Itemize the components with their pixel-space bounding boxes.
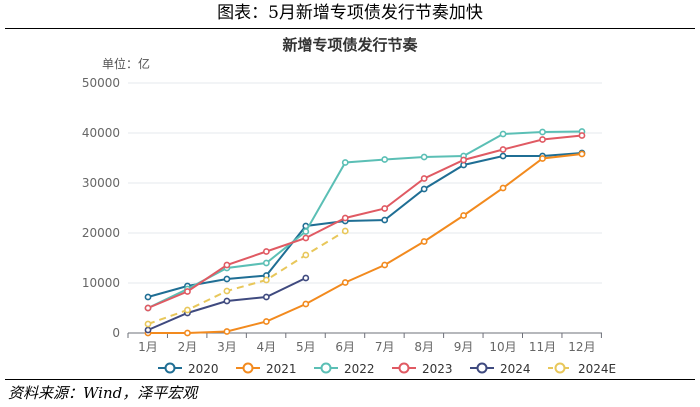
x-tick-label: 12月: [568, 340, 595, 354]
data-point-2021: [578, 150, 586, 158]
data-point-2023: [223, 261, 231, 269]
data-point-2021: [223, 328, 231, 335]
legend-marker-2024: [476, 362, 488, 374]
legend-marker-2021: [242, 362, 254, 374]
x-tick-label: 2月: [178, 340, 198, 354]
line-chart: 新增专项债发行节奏 单位：亿 0 10000 20000 30000 40000 5000…: [82, 36, 616, 376]
divider: [5, 28, 695, 29]
data-point-2020: [381, 216, 389, 224]
data-point-2024E: [262, 276, 270, 284]
legend-label: 2021: [266, 362, 297, 376]
data-point-2023: [381, 205, 389, 212]
legend-label: 2023: [422, 362, 453, 376]
data-point-2021: [262, 318, 270, 325]
data-point-2023: [578, 132, 586, 139]
data-point-2023: [302, 234, 310, 242]
data-point-2021: [499, 184, 507, 192]
x-tick-label: 1月: [138, 340, 158, 354]
data-point-2023: [184, 288, 191, 295]
data-point-2022: [341, 159, 349, 166]
x-tick-label: 9月: [454, 340, 474, 354]
data-point-2024E: [223, 287, 231, 295]
data-point-2021: [341, 279, 349, 286]
x-tick-label: 5月: [296, 340, 316, 354]
data-point-2022: [499, 130, 507, 138]
figure-title: 图表：5月新增专项债发行节奏加快: [217, 3, 483, 23]
data-point-2021: [420, 238, 428, 245]
data-point-2023: [499, 146, 507, 153]
data-point-2024E: [302, 251, 310, 259]
legend-label: 2024E: [578, 362, 616, 376]
data-point-2021: [460, 212, 467, 219]
legend-label: 2022: [344, 362, 375, 376]
legend-label: 2024: [500, 362, 531, 376]
data-point-2023: [262, 248, 270, 255]
data-point-2024E: [341, 227, 349, 235]
data-point-2024: [223, 297, 231, 305]
x-tick-label: 4月: [257, 340, 277, 354]
data-point-2024: [262, 293, 270, 301]
series-line-2023: [147, 134, 583, 309]
legend-marker-2024E: [554, 362, 566, 374]
unit-label: 单位：亿: [102, 56, 150, 71]
data-point-2024E: [144, 320, 152, 328]
data-point-2021: [184, 329, 191, 337]
series-line-2020: [147, 152, 583, 298]
chart-title: 新增专项债发行节奏: [282, 36, 418, 54]
x-tick-label: 7月: [375, 340, 395, 354]
legend-marker-2023: [398, 362, 410, 374]
data-point-2024E: [184, 306, 191, 314]
x-tick-label: 10月: [489, 340, 516, 354]
data-point-2022: [262, 259, 270, 267]
data-point-2023: [460, 156, 467, 164]
data-point-2020: [223, 275, 231, 283]
x-tick-label: 8月: [414, 340, 434, 354]
x-tick-label: 11月: [529, 340, 556, 354]
data-point-2021: [302, 300, 310, 308]
series-line-2022: [147, 130, 582, 309]
data-point-2024: [302, 274, 310, 282]
data-point-2023: [341, 214, 349, 222]
legend-marker-2022: [320, 362, 332, 374]
series-line-2024E: [147, 230, 346, 325]
y-tick-label: 40000: [82, 126, 120, 140]
data-point-2023: [539, 136, 546, 143]
y-tick-label: 50000: [82, 76, 120, 90]
data-point-2023: [144, 304, 152, 312]
legend-marker-2020: [164, 362, 176, 374]
data-point-2021: [381, 261, 389, 269]
legend-label: 2020: [188, 362, 219, 376]
data-point-2022: [420, 153, 428, 161]
source-note: 资料来源：Wind，泽平宏观: [8, 384, 198, 402]
data-point-2022: [539, 128, 546, 136]
data-point-2020: [499, 152, 507, 160]
data-point-2021: [539, 155, 546, 162]
data-point-2022: [302, 228, 310, 235]
x-tick-label: 6月: [335, 340, 355, 354]
x-tick-label: 3月: [217, 340, 237, 354]
data-point-2024: [144, 326, 152, 334]
y-tick-label: 20000: [82, 226, 120, 240]
y-tick-label: 10000: [82, 276, 120, 290]
divider: [5, 379, 695, 380]
data-point-2020: [144, 293, 152, 301]
y-tick-label: 0: [112, 326, 120, 340]
y-tick-label: 30000: [82, 176, 120, 190]
data-point-2020: [420, 185, 428, 193]
data-point-2023: [420, 175, 428, 182]
series-line-2021: [148, 153, 583, 334]
data-point-2022: [381, 156, 389, 163]
